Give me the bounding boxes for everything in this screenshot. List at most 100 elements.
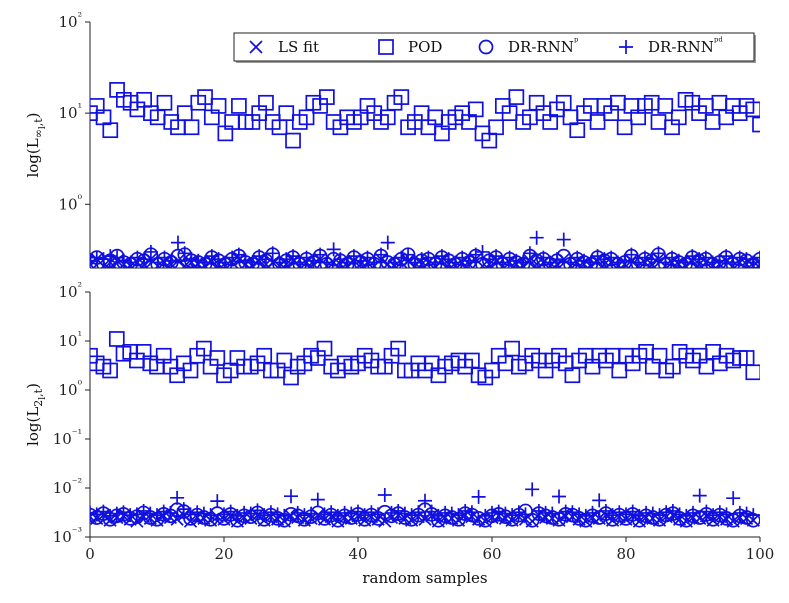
plus-marker	[258, 252, 273, 267]
plus-marker	[317, 507, 332, 522]
x-tick-label: 60	[482, 545, 501, 563]
square-marker	[390, 340, 407, 357]
square-marker	[278, 105, 295, 121]
plus-marker	[572, 507, 587, 522]
plus-marker	[552, 489, 566, 504]
plus-marker	[475, 244, 490, 259]
plus-marker	[455, 250, 470, 265]
plus-marker	[509, 253, 524, 268]
plus-marker	[610, 255, 625, 268]
plus-marker	[90, 250, 104, 265]
plus-marker	[217, 507, 231, 522]
plus-marker	[732, 250, 747, 265]
y-tick-label: 10⁰	[58, 378, 82, 399]
square-marker	[504, 340, 520, 357]
plus-marker	[364, 505, 379, 520]
y-tick-label: 10¹	[58, 101, 82, 122]
plus-marker	[143, 506, 158, 521]
plus-marker	[313, 247, 328, 262]
y-tick-label: 10²	[58, 280, 82, 301]
plus-marker	[407, 255, 422, 268]
plus-marker	[431, 508, 446, 523]
series-plus	[90, 230, 760, 268]
plus-marker	[290, 505, 305, 520]
plot-area	[90, 331, 760, 528]
plus-marker	[491, 504, 506, 519]
plus-marker	[556, 232, 571, 247]
square-marker	[156, 94, 173, 111]
plus-marker	[502, 250, 517, 265]
plus-marker	[136, 503, 151, 518]
plus-marker	[137, 252, 152, 267]
plus-marker	[377, 487, 392, 502]
plus-marker	[353, 253, 368, 268]
plus-marker	[706, 508, 721, 523]
square-marker	[752, 116, 760, 133]
plus-marker	[565, 505, 580, 520]
plus-marker	[458, 503, 473, 518]
plus-marker	[272, 255, 287, 268]
plus-marker	[652, 508, 667, 523]
legend: LS fit POD DR-RNNᵖ DR-RNNᵖᵈ	[233, 32, 756, 63]
x-tick-label: 0	[85, 545, 95, 563]
plus-marker	[90, 253, 97, 268]
legend-square-icon	[378, 39, 394, 55]
plus-marker	[279, 252, 294, 267]
legend-label: DR-RNNᵖ	[508, 35, 579, 56]
series-square	[90, 331, 760, 386]
square-marker	[501, 105, 518, 121]
plus-marker	[90, 507, 104, 522]
square-marker	[196, 340, 212, 357]
plus-marker	[265, 246, 280, 261]
plus-marker	[394, 250, 409, 265]
plus-marker	[549, 252, 564, 267]
square-marker	[102, 122, 119, 139]
square-marker	[488, 119, 504, 136]
plus-marker	[252, 249, 267, 264]
x-tick-label: 40	[348, 545, 367, 563]
plus-marker	[525, 482, 540, 497]
plus-marker	[211, 252, 226, 267]
plus-marker	[464, 505, 479, 520]
legend-label: DR-RNNᵖᵈ	[648, 35, 723, 56]
plus-marker	[380, 235, 395, 250]
y-tick-label: 10¹	[58, 329, 82, 350]
plus-marker	[401, 247, 416, 262]
plus-marker	[597, 252, 612, 267]
plus-marker	[210, 494, 225, 509]
plus-marker	[304, 506, 319, 521]
y-tick-label: 10⁻³	[53, 525, 82, 546]
square-marker	[231, 98, 247, 114]
square-marker	[393, 89, 410, 105]
plus-marker	[109, 506, 124, 521]
plus-marker	[277, 508, 292, 523]
square-marker	[176, 105, 193, 121]
plus-marker	[330, 508, 345, 523]
plus-marker	[753, 250, 760, 265]
plus-marker	[164, 253, 179, 268]
plus-marker	[665, 250, 680, 265]
plus-marker	[545, 506, 560, 521]
plus-marker	[391, 503, 406, 518]
plus-marker	[238, 253, 253, 268]
plus-marker	[617, 253, 632, 268]
plus-marker	[163, 505, 178, 520]
plus-marker	[583, 255, 598, 268]
plus-marker	[310, 492, 325, 507]
x-tick-label: 100	[746, 545, 775, 563]
plus-marker	[485, 505, 499, 520]
plus-marker	[357, 508, 372, 523]
plus-marker	[719, 507, 734, 522]
plus-marker	[659, 505, 674, 520]
plus-marker	[719, 249, 734, 264]
plus-marker	[461, 253, 476, 268]
plus-marker	[170, 490, 185, 505]
bottom-panel: 10⁻³ 10⁻² 10⁻¹ 10⁰ 10¹ 10² log(L2l,t) 0 20 40 60 80…	[24, 280, 774, 587]
plus-marker	[478, 508, 493, 523]
plus-marker	[404, 508, 419, 523]
plus-marker	[257, 508, 272, 523]
plus-marker	[665, 503, 680, 518]
plus-marker	[333, 252, 348, 267]
square-marker	[209, 350, 226, 366]
x-marker	[753, 257, 760, 268]
